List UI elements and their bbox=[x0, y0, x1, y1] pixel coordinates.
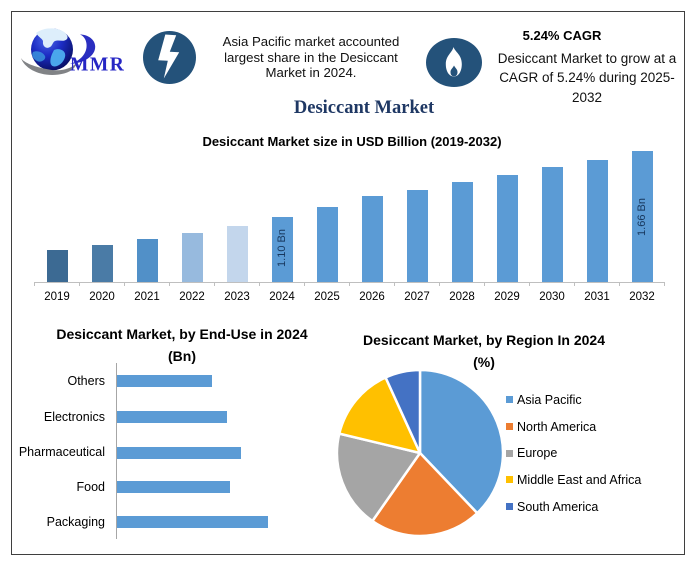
svg-text:MMR: MMR bbox=[70, 55, 125, 76]
